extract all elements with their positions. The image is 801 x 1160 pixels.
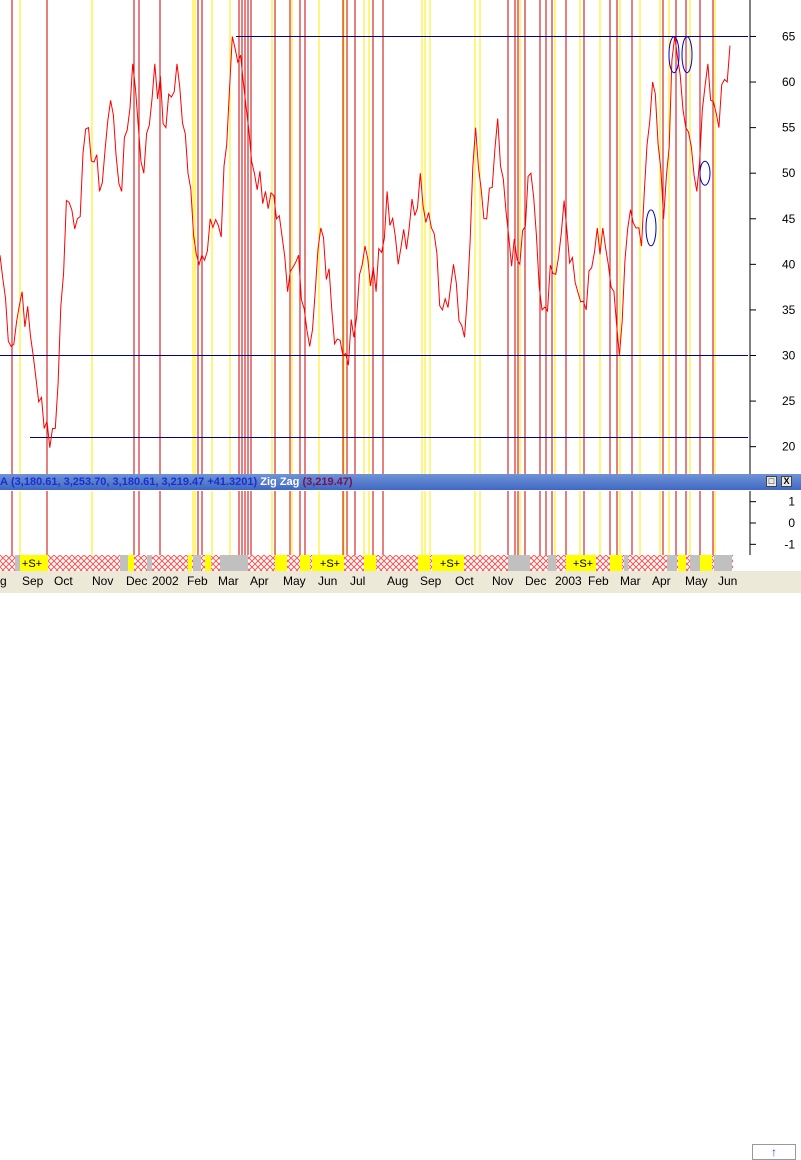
x-tick-label: Mar xyxy=(218,574,239,588)
annotation-circle xyxy=(681,36,693,74)
x-tick-label: Sep xyxy=(22,574,44,588)
y-tick-label: 55 xyxy=(782,121,796,135)
x-tick-label: Aug xyxy=(387,574,409,588)
support-resistance-lines xyxy=(0,35,748,439)
yellow-band-segment xyxy=(610,555,622,571)
y-tick-label: 50 xyxy=(782,166,796,180)
gray-band-segment xyxy=(220,555,248,571)
annotation-circles xyxy=(645,36,711,247)
restore-button[interactable]: □ xyxy=(766,476,777,487)
x-tick-label: Nov xyxy=(92,574,114,588)
x-tick-label: g xyxy=(0,574,7,588)
yellow-band-segment xyxy=(312,555,344,571)
band-label: +S+ xyxy=(440,558,460,570)
y-tick-label: 45 xyxy=(782,212,796,226)
y-tick-label: 60 xyxy=(782,75,796,89)
yellow-band-segment xyxy=(205,555,211,571)
x-tick-label: 2003 xyxy=(555,574,582,588)
x-tick-label: Apr xyxy=(652,574,671,588)
yellow-band-segment xyxy=(188,555,192,571)
zigzag-value: (3,219.47) xyxy=(302,476,353,488)
yellow-band-segment xyxy=(275,555,287,571)
annotation-circle xyxy=(699,160,711,186)
x-tick-label: Dec xyxy=(525,574,547,588)
x-tick-label: Apr xyxy=(250,574,269,588)
band-label: +S+ xyxy=(573,558,593,570)
gray-band-segment xyxy=(624,555,628,571)
band-label: +S+ xyxy=(320,558,340,570)
band-segments xyxy=(15,555,732,571)
gray-band-segment xyxy=(193,555,201,571)
x-tick-label: Jun xyxy=(318,574,338,588)
scroll-right-button[interactable]: ↑ xyxy=(752,1144,796,1160)
signal-lines xyxy=(11,0,716,474)
gray-band-segment xyxy=(667,555,677,571)
x-tick-label: May xyxy=(283,574,306,588)
indicator-pane-header: A (3,180.61, 3,253.70, 3,180.61, 3,219.4… xyxy=(0,474,801,490)
zigzag-label: Zig Zag xyxy=(260,476,300,488)
indicator-signal-lines xyxy=(11,491,716,555)
x-tick-label: 2002 xyxy=(152,574,179,588)
gray-band-segment xyxy=(548,555,556,571)
band-label: +S+ xyxy=(22,558,42,570)
x-tick-label: Jun xyxy=(718,574,738,588)
y-axis-ticks: 20 25 30 35 40 45 50 55 60 65 xyxy=(750,29,796,454)
signal-band: +S+ +S+ +S+ +S+ xyxy=(0,555,733,571)
indicator-tick-label: 1 xyxy=(788,495,795,509)
y-tick-label: 40 xyxy=(782,257,796,271)
y-tick-label: 35 xyxy=(782,303,796,317)
yellow-band-segment xyxy=(418,555,430,571)
x-tick-label: May xyxy=(685,574,708,588)
yellow-band-segment xyxy=(300,555,310,571)
gray-band-segment xyxy=(508,555,530,571)
x-axis: g Sep Oct Nov Dec 2002 Feb Mar Apr May Jun Jul Aug Se… xyxy=(0,571,801,1160)
yellow-band-segment xyxy=(364,555,376,571)
yellow-band-segment xyxy=(678,555,686,571)
header-prefix: A xyxy=(0,476,8,488)
indicator-tick-label: -1 xyxy=(784,537,795,551)
yellow-band-segment xyxy=(566,555,596,571)
yellow-band-segment xyxy=(432,555,464,571)
gray-band-segment xyxy=(690,555,700,571)
gray-band-segment xyxy=(714,555,732,571)
yellow-band-segment xyxy=(20,555,48,571)
band-labels: +S+ +S+ +S+ +S+ xyxy=(22,558,593,570)
yellow-band-segment xyxy=(700,555,712,571)
annotation-circle xyxy=(668,36,680,74)
x-tick-label: Oct xyxy=(455,574,474,588)
indicator-pane: 1 0 -1 xyxy=(11,491,795,555)
x-tick-label: Sep xyxy=(420,574,442,588)
close-button[interactable]: X xyxy=(781,476,792,487)
gray-band-segment xyxy=(15,555,20,571)
x-tick-label: Mar xyxy=(620,574,641,588)
price-line xyxy=(0,36,731,448)
y-tick-label: 65 xyxy=(782,29,796,43)
x-tick-label: Feb xyxy=(588,574,609,588)
y-tick-label: 25 xyxy=(782,394,796,408)
x-tick-label: Dec xyxy=(126,574,148,588)
indicator-tick-label: 0 xyxy=(788,516,795,530)
x-tick-label: Jul xyxy=(350,574,366,588)
y-tick-label: 30 xyxy=(782,349,796,363)
y-tick-label: 20 xyxy=(782,440,796,454)
price-chart: 20 25 30 35 40 45 50 55 60 65 xyxy=(0,0,796,474)
yellow-band-segment xyxy=(128,555,134,571)
gray-band-segment xyxy=(147,555,152,571)
gray-band-segment xyxy=(120,555,128,571)
indicator-axis-ticks: 1 0 -1 xyxy=(750,495,795,551)
header-values: (3,180.61, 3,253.70, 3,180.61, 3,219.47 … xyxy=(11,476,258,488)
annotation-circle xyxy=(645,209,657,247)
x-tick-label: Feb xyxy=(187,574,208,588)
x-tick-label: Nov xyxy=(492,574,514,588)
x-tick-label: Oct xyxy=(54,574,73,588)
